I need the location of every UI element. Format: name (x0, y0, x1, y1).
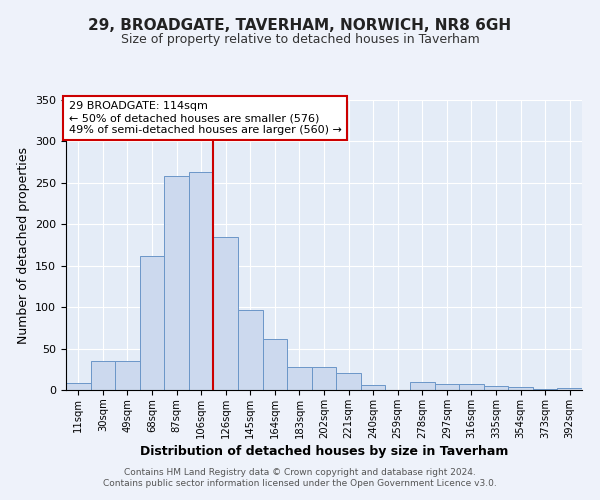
X-axis label: Distribution of detached houses by size in Taverham: Distribution of detached houses by size … (140, 445, 508, 458)
Bar (361, 385, 385, 390)
Bar (214, 236, 238, 390)
Bar (484, 386, 508, 390)
Text: Contains HM Land Registry data © Crown copyright and database right 2024.
Contai: Contains HM Land Registry data © Crown c… (103, 468, 497, 487)
Bar (533, 389, 557, 390)
Bar (410, 382, 434, 390)
Bar (66, 382, 91, 390)
Bar (238, 310, 263, 390)
Bar (263, 338, 287, 390)
Bar (287, 367, 312, 390)
Bar (434, 384, 459, 390)
Bar (312, 367, 336, 390)
Text: 29, BROADGATE, TAVERHAM, NORWICH, NR8 6GH: 29, BROADGATE, TAVERHAM, NORWICH, NR8 6G… (88, 18, 512, 32)
Bar (336, 374, 361, 390)
Bar (189, 172, 214, 390)
Bar (140, 256, 164, 390)
Bar (459, 384, 484, 390)
Bar (115, 361, 140, 390)
Bar (508, 386, 533, 390)
Bar (91, 361, 115, 390)
Y-axis label: Number of detached properties: Number of detached properties (17, 146, 29, 344)
Text: Size of property relative to detached houses in Taverham: Size of property relative to detached ho… (121, 32, 479, 46)
Bar (557, 388, 582, 390)
Text: 29 BROADGATE: 114sqm
← 50% of detached houses are smaller (576)
49% of semi-deta: 29 BROADGATE: 114sqm ← 50% of detached h… (68, 102, 341, 134)
Bar (164, 176, 189, 390)
